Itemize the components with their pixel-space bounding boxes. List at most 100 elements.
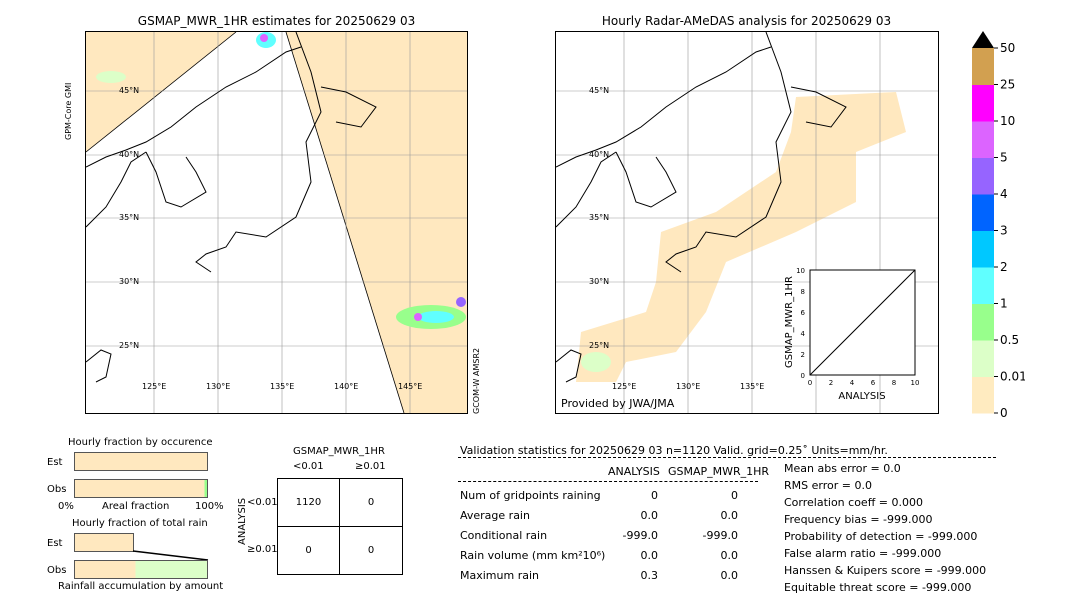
est-label: Est — [47, 457, 63, 468]
lat-label: 45°N — [589, 86, 610, 95]
areal-fraction-label: Areal fraction — [102, 501, 170, 512]
est-label: Est — [47, 538, 63, 549]
lon-label: 135°E — [270, 382, 295, 391]
left-map-svg — [86, 32, 467, 413]
contingency-col-title: GSMAP_MWR_1HR — [293, 446, 385, 457]
coastlines — [556, 32, 847, 383]
occurrence-est-bar — [74, 452, 208, 471]
total-rain-obs-bar — [74, 560, 208, 579]
right-map-svg — [556, 32, 938, 413]
total-rain-est-bar — [74, 533, 134, 552]
y-tick-label: 6 — [801, 309, 806, 317]
score-line: Hanssen & Kuipers score = -999.000 — [784, 564, 987, 577]
lon-label: 125°E — [612, 382, 637, 391]
total-rain-title: Hourly fraction of total rain — [72, 518, 208, 529]
stats-b: 0 — [731, 489, 738, 502]
rain-cell — [581, 352, 611, 372]
score-line: Probability of detection = -999.000 — [784, 530, 978, 543]
colorbar-segment — [972, 84, 994, 122]
row-label: <0.01 — [247, 497, 278, 508]
colorbar-tick-label: 2 — [1000, 260, 1008, 274]
lon-label: 130°E — [206, 382, 231, 391]
occurrence-title: Hourly fraction by occurence — [68, 437, 213, 448]
diagonal-line — [809, 269, 916, 376]
score-line: Equitable threat score = -999.000 — [784, 581, 972, 594]
col-label: <0.01 — [293, 461, 324, 472]
score-line: RMS error = 0.0 — [784, 479, 872, 492]
x-tick-label: 0 — [808, 379, 812, 387]
lat-label: 25°N — [589, 341, 610, 350]
y-tick-label: 8 — [801, 288, 805, 296]
stats-b: 0.0 — [720, 569, 739, 582]
obs-label: Obs — [47, 565, 67, 576]
no-coverage-region-east — [286, 32, 467, 413]
colorbar-segment — [972, 157, 994, 195]
lon-label: 140°E — [334, 382, 359, 391]
credit-text: Provided by JWA/JMA — [561, 397, 675, 410]
stats-label: Maximum rain — [460, 569, 539, 582]
colorbar-tick-label: 3 — [1000, 224, 1008, 238]
score-line: Mean abs error = 0.0 — [784, 462, 901, 475]
cell: 0 — [278, 526, 340, 574]
x-tick-label: 4 — [850, 379, 855, 387]
colorbar-segment — [972, 230, 994, 268]
score-line: Frequency bias = -999.000 — [784, 513, 933, 526]
colorbar-tick-label: 25 — [1000, 78, 1015, 92]
colorbar-extend-arrow — [972, 31, 994, 48]
obs-label: Obs — [47, 484, 67, 495]
colorbar-segment — [972, 376, 994, 414]
right-map-title: Hourly Radar-AMeDAS analysis for 2025062… — [601, 14, 892, 28]
score-line: False alarm ratio = -999.000 — [784, 547, 942, 560]
stats-b: -999.0 — [702, 529, 738, 542]
x-tick-label: 10 — [911, 379, 920, 387]
stats-b: 0.0 — [720, 549, 739, 562]
stats-a: 0.0 — [640, 509, 659, 522]
stats-col-analysis: ANALYSIS — [608, 465, 660, 478]
stats-label: Conditional rain — [460, 529, 548, 542]
axis-0: 0% — [58, 501, 74, 512]
score-line: Correlation coeff = 0.000 — [784, 496, 923, 509]
colorbar-segment — [972, 303, 994, 341]
colorbar-tick-label: 5 — [1000, 151, 1008, 165]
stats-label: Rain volume (mm km²10⁶) — [460, 549, 606, 562]
stats-label: Num of gridpoints raining — [460, 489, 601, 502]
colorbar-tick-label: 4 — [1000, 187, 1008, 201]
stats-a: -999.0 — [622, 529, 658, 542]
colorbar-segment — [972, 340, 994, 377]
y-tick-label: 2 — [801, 351, 805, 359]
row-label: ≥0.01 — [247, 544, 278, 555]
colorbar-tick-label: 0 — [1000, 406, 1008, 418]
cell: 0 — [340, 479, 402, 527]
y-tick-label: 0 — [801, 372, 805, 380]
lon-label: 145°E — [398, 382, 423, 391]
contingency-table: 1120 0 0 0 — [277, 478, 403, 575]
colorbar-tick-label: 0.5 — [1000, 333, 1019, 347]
gridlines — [86, 32, 467, 413]
lat-label: 45°N — [119, 86, 140, 95]
stats-label: Average rain — [460, 509, 530, 522]
colorbar-segment — [972, 121, 994, 158]
axis-100: 100% — [195, 501, 224, 512]
colorbar-segment — [972, 48, 994, 85]
rainfall-accumulation-label: Rainfall accumulation by amount — [58, 581, 224, 592]
lat-label: 25°N — [119, 341, 140, 350]
stats-a: 0.3 — [640, 569, 659, 582]
coastlines — [86, 32, 377, 383]
radar-coverage-region — [576, 92, 906, 382]
colorbar-tick-label: 50 — [1000, 41, 1015, 55]
lon-label: 130°E — [676, 382, 701, 391]
colorbar-segment — [972, 194, 994, 231]
stats-b: 0.0 — [720, 509, 739, 522]
y-tick-label: 10 — [796, 267, 805, 275]
scatter-xlabel: ANALYSIS — [838, 391, 885, 402]
lat-label: 40°N — [119, 150, 140, 159]
rain-cells — [96, 32, 466, 329]
stats-a: 0 — [651, 489, 658, 502]
right-sensor-label: GCOM-W AMSR2 — [472, 347, 481, 414]
occurrence-obs-bar — [74, 479, 208, 498]
stats-header: Validation statistics for 20250629 03 n=… — [460, 444, 888, 457]
scatter-inset: 00 2 2 4 4 6 6 8 8 10 10 ANALYSIS GSMAP_MWR_1HR — [784, 267, 920, 402]
colorbar-tick-label: 0.01 — [1000, 370, 1025, 384]
colorbar: 0 0.01 0.5 1 2 3 4 5 10 25 50 — [972, 31, 1025, 418]
x-tick-label: 8 — [892, 379, 896, 387]
